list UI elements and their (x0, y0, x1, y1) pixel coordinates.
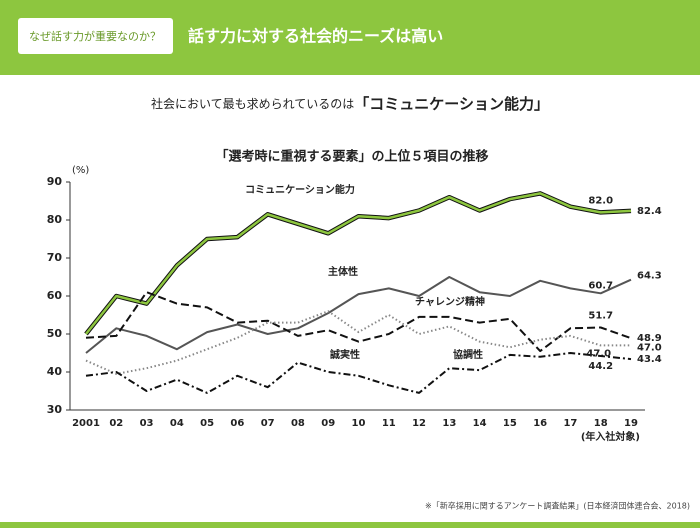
y-tick-label: 80 (47, 213, 63, 226)
x-tick-label: 06 (230, 418, 244, 429)
y-unit: (%) (72, 165, 89, 176)
x-tick-label: 05 (200, 418, 214, 429)
value-label: 47.0 (586, 348, 611, 359)
chart-title: 「選考時に重視する要素」の上位５項目の推移 (215, 149, 488, 165)
x-tick-label: 17 (563, 418, 577, 429)
y-tick-label: 90 (47, 175, 63, 188)
y-tick-label: 40 (47, 365, 63, 378)
x-tick-label: 07 (261, 418, 275, 429)
series-line (85, 192, 632, 335)
subtitle: 社会において最も求められているのは「コミュニケーション能力」 (151, 95, 549, 113)
series-line (85, 276, 632, 354)
y-tick-label: 50 (47, 327, 63, 340)
value-label: 44.2 (588, 361, 613, 372)
x-tick-label: 11 (382, 418, 396, 429)
value-label: 64.3 (637, 271, 662, 282)
x-tick-label: 13 (442, 418, 456, 429)
x-tick-label: 08 (291, 418, 305, 429)
subtitle-lead: 社会において最も求められているのは (151, 96, 354, 111)
footnote: ※「新卒採用に関するアンケート調査結果」(日本経済団体連合会、2018) (425, 501, 690, 511)
x-tick-label: 09 (321, 418, 335, 429)
value-label: 47.0 (637, 342, 662, 353)
x-tick-label: 15 (503, 418, 517, 429)
x-tick-label: 14 (473, 418, 487, 429)
subtitle-emphasis: 「コミュニケーション能力」 (354, 95, 549, 113)
x-tick-label: 10 (352, 418, 366, 429)
value-label: 43.4 (637, 354, 662, 365)
x-tick-label: 16 (533, 418, 547, 429)
series-name: チャレンジ精神 (415, 295, 485, 308)
value-label: 60.7 (588, 280, 613, 291)
y-tick-label: 30 (47, 403, 63, 416)
y-tick-label: 70 (47, 251, 63, 264)
x-tick-label: 02 (109, 418, 123, 429)
series-name: 主体性 (328, 265, 358, 278)
value-label: 48.9 (637, 333, 662, 344)
series-line (85, 291, 632, 353)
series-name: 協調性 (453, 348, 483, 361)
x-tick-label: 03 (140, 418, 154, 429)
header-tag-box (18, 18, 173, 54)
x-tick-label: 18 (594, 418, 608, 429)
x-tick-label: 12 (412, 418, 426, 429)
series-line (85, 352, 632, 394)
header-tag: なぜ話す力が重要なのか？ (29, 29, 161, 43)
x-tick-label: 04 (170, 418, 184, 429)
series-name: 誠実性 (330, 348, 360, 361)
header-title: 話す力に対する社会的ニーズは高い (188, 27, 443, 46)
bottom-band (0, 522, 700, 528)
series-name: コミュニケーション能力 (245, 183, 355, 196)
value-label: 82.4 (637, 206, 662, 217)
series-line (85, 310, 631, 375)
value-label: 82.0 (588, 195, 613, 206)
y-tick-label: 60 (47, 289, 63, 302)
x-label: (年入社対象) (581, 430, 640, 443)
x-tick-label: 19 (624, 418, 638, 429)
x-tick-label: 2001 (72, 418, 100, 429)
value-label: 51.7 (588, 311, 613, 322)
series-line-outline (84, 191, 632, 336)
